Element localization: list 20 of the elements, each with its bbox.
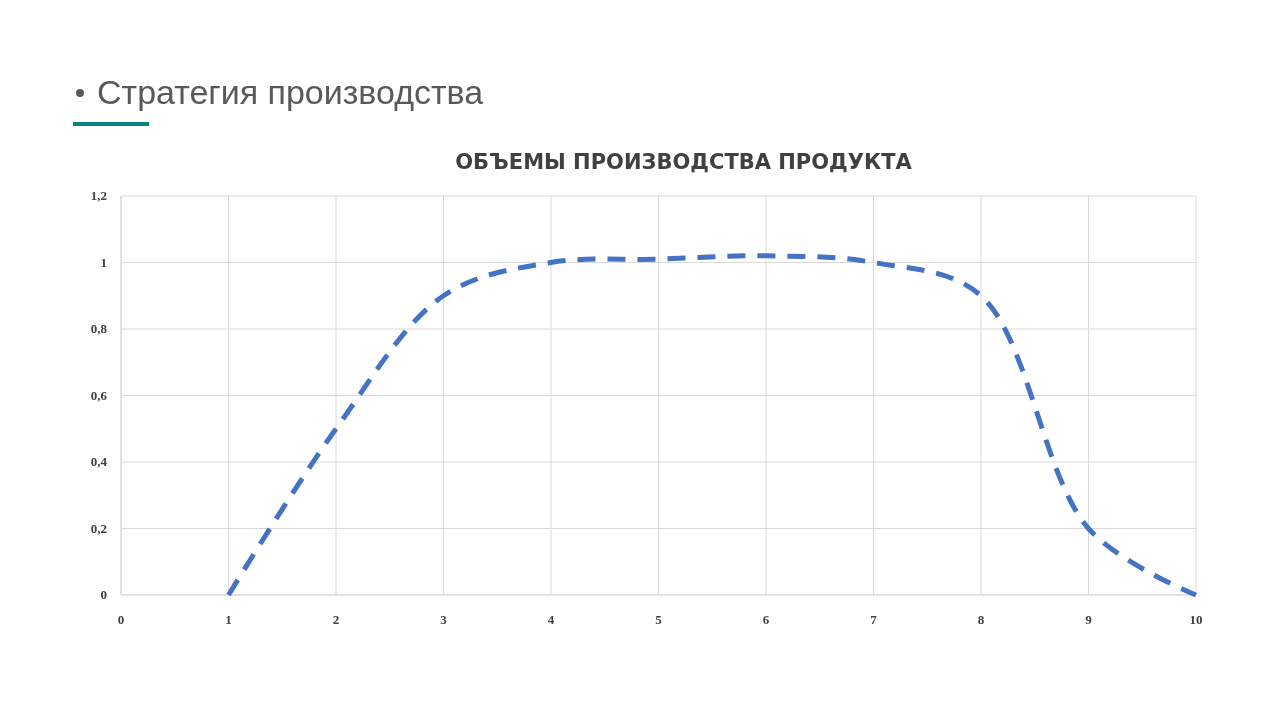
x-tick-label: 7 (870, 612, 878, 627)
x-tick-label: 5 (655, 612, 663, 627)
y-tick-label: 0,8 (90, 321, 108, 336)
x-tick-label: 8 (977, 612, 985, 627)
chart-title: ОБЪЕМЫ ПРОИЗВОДСТВА ПРОДУКТА (455, 150, 913, 174)
y-tick-label: 0,6 (90, 387, 108, 403)
x-tick-label: 10 (1189, 612, 1203, 627)
text: Стратегия производства (97, 73, 484, 111)
y-tick-label: 1,2 (90, 188, 107, 203)
y-tick-label: 1 (100, 254, 107, 270)
x-tick-label: 9 (1085, 612, 1093, 627)
x-tick-label: 0 (117, 612, 125, 627)
x-tick-label: 4 (547, 612, 555, 627)
x-tick-label: 6 (762, 612, 770, 627)
x-tick-label: 1 (225, 612, 232, 627)
x-tick-label: 2 (332, 612, 340, 627)
y-tick-label: 0,4 (90, 454, 108, 469)
x-tick-label: 3 (440, 612, 448, 627)
y-tick-label: 0 (100, 587, 107, 602)
y-tick-label: 0,2 (90, 520, 107, 536)
